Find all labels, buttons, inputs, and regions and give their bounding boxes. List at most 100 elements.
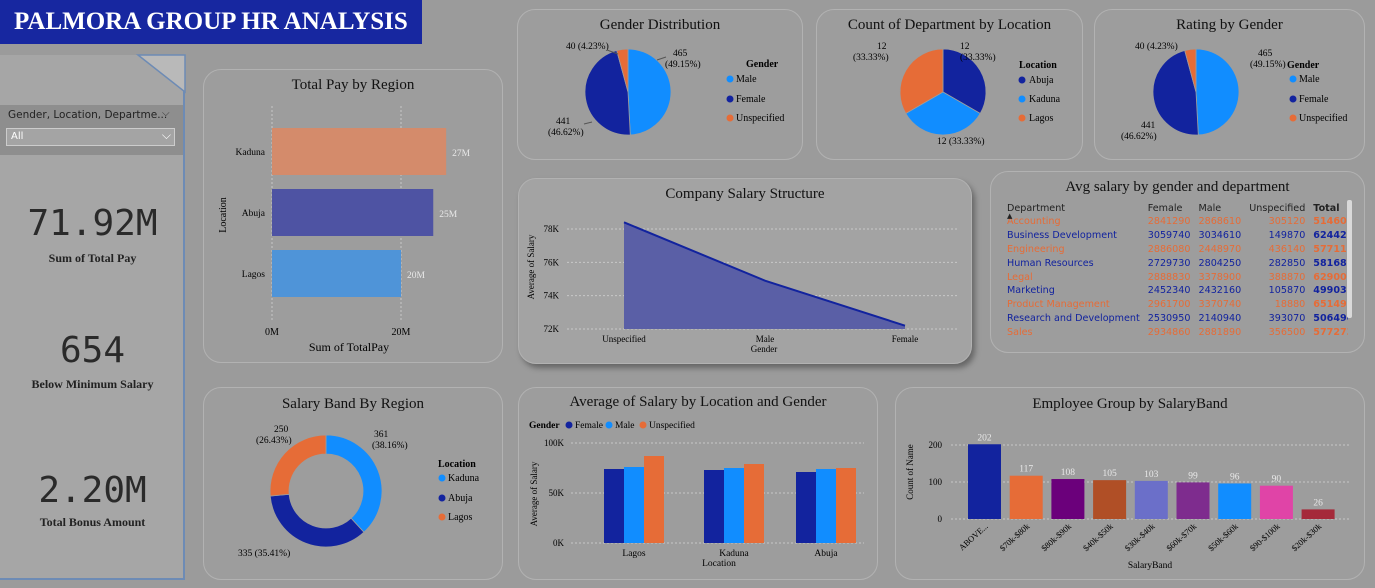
bar-lagos[interactable] — [272, 250, 401, 297]
bar-salaryband[interactable] — [1093, 480, 1127, 519]
dept-pie[interactable] — [899, 48, 987, 136]
bar-kaduna-unspecified[interactable] — [744, 464, 764, 543]
column-header-unspecified[interactable]: Unspecified — [1249, 202, 1306, 214]
table-cell-male: 2448970 — [1198, 243, 1242, 255]
table-cell-male: 2140940 — [1198, 312, 1242, 324]
pie-slice-abuja[interactable] — [942, 48, 987, 115]
slicer-selected-value: All — [11, 131, 24, 142]
legend-item: Male — [1299, 74, 1320, 85]
sort-arrow-icon: ▲ — [1007, 212, 1013, 220]
bar-salaryband[interactable] — [1259, 485, 1293, 519]
avg-salary-location-card: Average of Salary by Location and Gender… — [518, 387, 878, 580]
bar-value-label: 20M — [407, 271, 426, 281]
kpi-below-min-label: Below Minimum Salary — [31, 377, 154, 391]
bar-abuja[interactable] — [272, 189, 434, 236]
bar-value-label: 99 — [1188, 471, 1198, 481]
avg-salary-table-card: Avg salary by gender and department Depa… — [990, 171, 1365, 353]
bar-lagos-male[interactable] — [624, 467, 644, 543]
table-row[interactable]: Sales 2934860 2881890 356500 5772730 — [1003, 325, 1348, 339]
bar-kaduna[interactable] — [272, 128, 447, 175]
table-cell-unspecified: 393070 — [1268, 312, 1306, 324]
y-axis-label: Average of Salary — [526, 234, 536, 299]
table-cell-unspecified: 356500 — [1268, 326, 1306, 338]
chart-title: Total Pay by Region — [291, 77, 415, 93]
chart-title: Rating by Gender — [1176, 17, 1283, 33]
legend-item: Kaduna — [448, 473, 480, 484]
dept-pie-svg: Location Abuja Kaduna Lagos 12 (33.33%) 1… — [853, 42, 1061, 147]
pie-slice-lagos[interactable] — [899, 48, 944, 115]
bar-salaryband[interactable] — [1009, 475, 1043, 519]
x-tick: Kaduna — [719, 549, 749, 559]
table-viewport[interactable]: Department Female Male Unspecified Total… — [1003, 201, 1348, 347]
x-axis-label: SalaryBand — [1128, 561, 1173, 571]
table-scrollbar[interactable] — [1347, 200, 1352, 318]
legend-item: Unspecified — [1299, 113, 1347, 124]
bar-salaryband[interactable] — [1176, 482, 1210, 519]
bar-salaryband[interactable] — [1051, 479, 1085, 519]
bar-abuja-unspecified[interactable] — [836, 468, 856, 543]
pie-slice-male[interactable] — [1195, 48, 1240, 136]
area-line — [623, 221, 906, 327]
bar-abuja-male[interactable] — [816, 469, 836, 543]
area-fill[interactable] — [624, 222, 905, 329]
legend: Female Male Unspecified — [565, 420, 695, 431]
slicer-dropdown[interactable]: All ⌵ — [6, 128, 175, 146]
x-tick: $50k-$60k — [1206, 521, 1241, 554]
table-cell-male: 3378900 — [1198, 271, 1242, 283]
table-header-row: Department Female Male Unspecified Total — [1003, 201, 1348, 215]
gender-pie[interactable] — [584, 48, 672, 136]
pie-slice-abuja[interactable] — [269, 493, 365, 548]
pie-slice-unspecified[interactable] — [616, 48, 629, 93]
column-header-total[interactable]: Total — [1313, 202, 1340, 214]
bar-salaryband[interactable] — [968, 444, 1001, 519]
table-cell-dept: Human Resources — [1007, 257, 1094, 269]
table-cell-unspecified: 149870 — [1268, 230, 1306, 242]
table-row[interactable]: Legal 2888830 3378900 388870 6290000 — [1003, 270, 1348, 284]
x-tick: $60k-$70k — [1164, 521, 1199, 554]
table-row[interactable]: Product Management 2961700 3370740 18880 651… — [1003, 298, 1348, 312]
bar-lagos-female[interactable] — [604, 469, 624, 543]
legend: Male Female Unspecified — [726, 74, 784, 124]
pie-slice-lagos[interactable] — [269, 434, 327, 497]
table-row[interactable]: Research and Development 2530950 2140940 39… — [1003, 312, 1348, 326]
y-tick: 76K — [544, 257, 560, 267]
kpi-total-pay-label: Sum of Total Pay — [48, 251, 137, 265]
table-cell-female: 2961700 — [1147, 299, 1191, 311]
pie-slice-kaduna[interactable] — [905, 91, 981, 136]
table-row[interactable]: Human Resources 2729730 2804250 282850 58168… — [1003, 256, 1348, 270]
y-tick: Lagos — [242, 270, 266, 280]
bar-value-label: 25M — [439, 210, 458, 220]
bar-salaryband[interactable] — [1301, 509, 1335, 519]
bar-lagos-unspecified[interactable] — [644, 456, 664, 543]
bar-kaduna-female[interactable] — [704, 470, 724, 543]
table-row[interactable]: Engineering 2886080 2448970 436140 5771190 — [1003, 243, 1348, 257]
slicer-collapse-icon[interactable]: ⌵ — [162, 108, 170, 119]
x-tick: Male — [756, 334, 775, 344]
table-cell-total: 6514920 — [1313, 299, 1348, 311]
employee-group-card: Employee Group by SalaryBand 0 100 200 202… — [895, 387, 1365, 580]
pie-slice-female[interactable] — [1152, 50, 1199, 136]
x-tick: Abuja — [814, 549, 838, 559]
bar-salaryband[interactable] — [1134, 480, 1168, 519]
table-row[interactable]: Marketing 2452340 2432160 105870 4990370 — [1003, 284, 1348, 298]
legend-item: Female — [1299, 94, 1329, 105]
table-row[interactable]: Accounting 2841290 2868610 305120 5146020 — [1003, 215, 1348, 229]
pie-slice-male[interactable] — [627, 48, 672, 136]
table-row[interactable]: Business Development 3059740 3034610 149870… — [1003, 229, 1348, 243]
bar-salaryband[interactable] — [1218, 483, 1252, 519]
column-header-department[interactable]: Department — [1007, 202, 1066, 214]
bar-abuja-female[interactable] — [796, 472, 816, 543]
legend-item: Unspecified — [649, 420, 695, 431]
column-header-female[interactable]: Female — [1147, 202, 1183, 214]
salary-band-donut[interactable] — [269, 434, 383, 548]
table-cell-female: 3059740 — [1147, 230, 1191, 242]
pie-slice-unspecified[interactable] — [1184, 48, 1197, 93]
data-label-abuja: 335 (35.41%) — [238, 548, 290, 559]
y-tick: 0 — [938, 514, 943, 524]
column-header-male[interactable]: Male — [1198, 202, 1222, 214]
kpi-bonus-label: Total Bonus Amount — [39, 515, 146, 529]
rating-pie[interactable] — [1152, 48, 1240, 136]
bar-kaduna-male[interactable] — [724, 468, 744, 543]
table-cell-female: 2841290 — [1147, 216, 1191, 228]
pie-slice-female[interactable] — [584, 50, 631, 136]
